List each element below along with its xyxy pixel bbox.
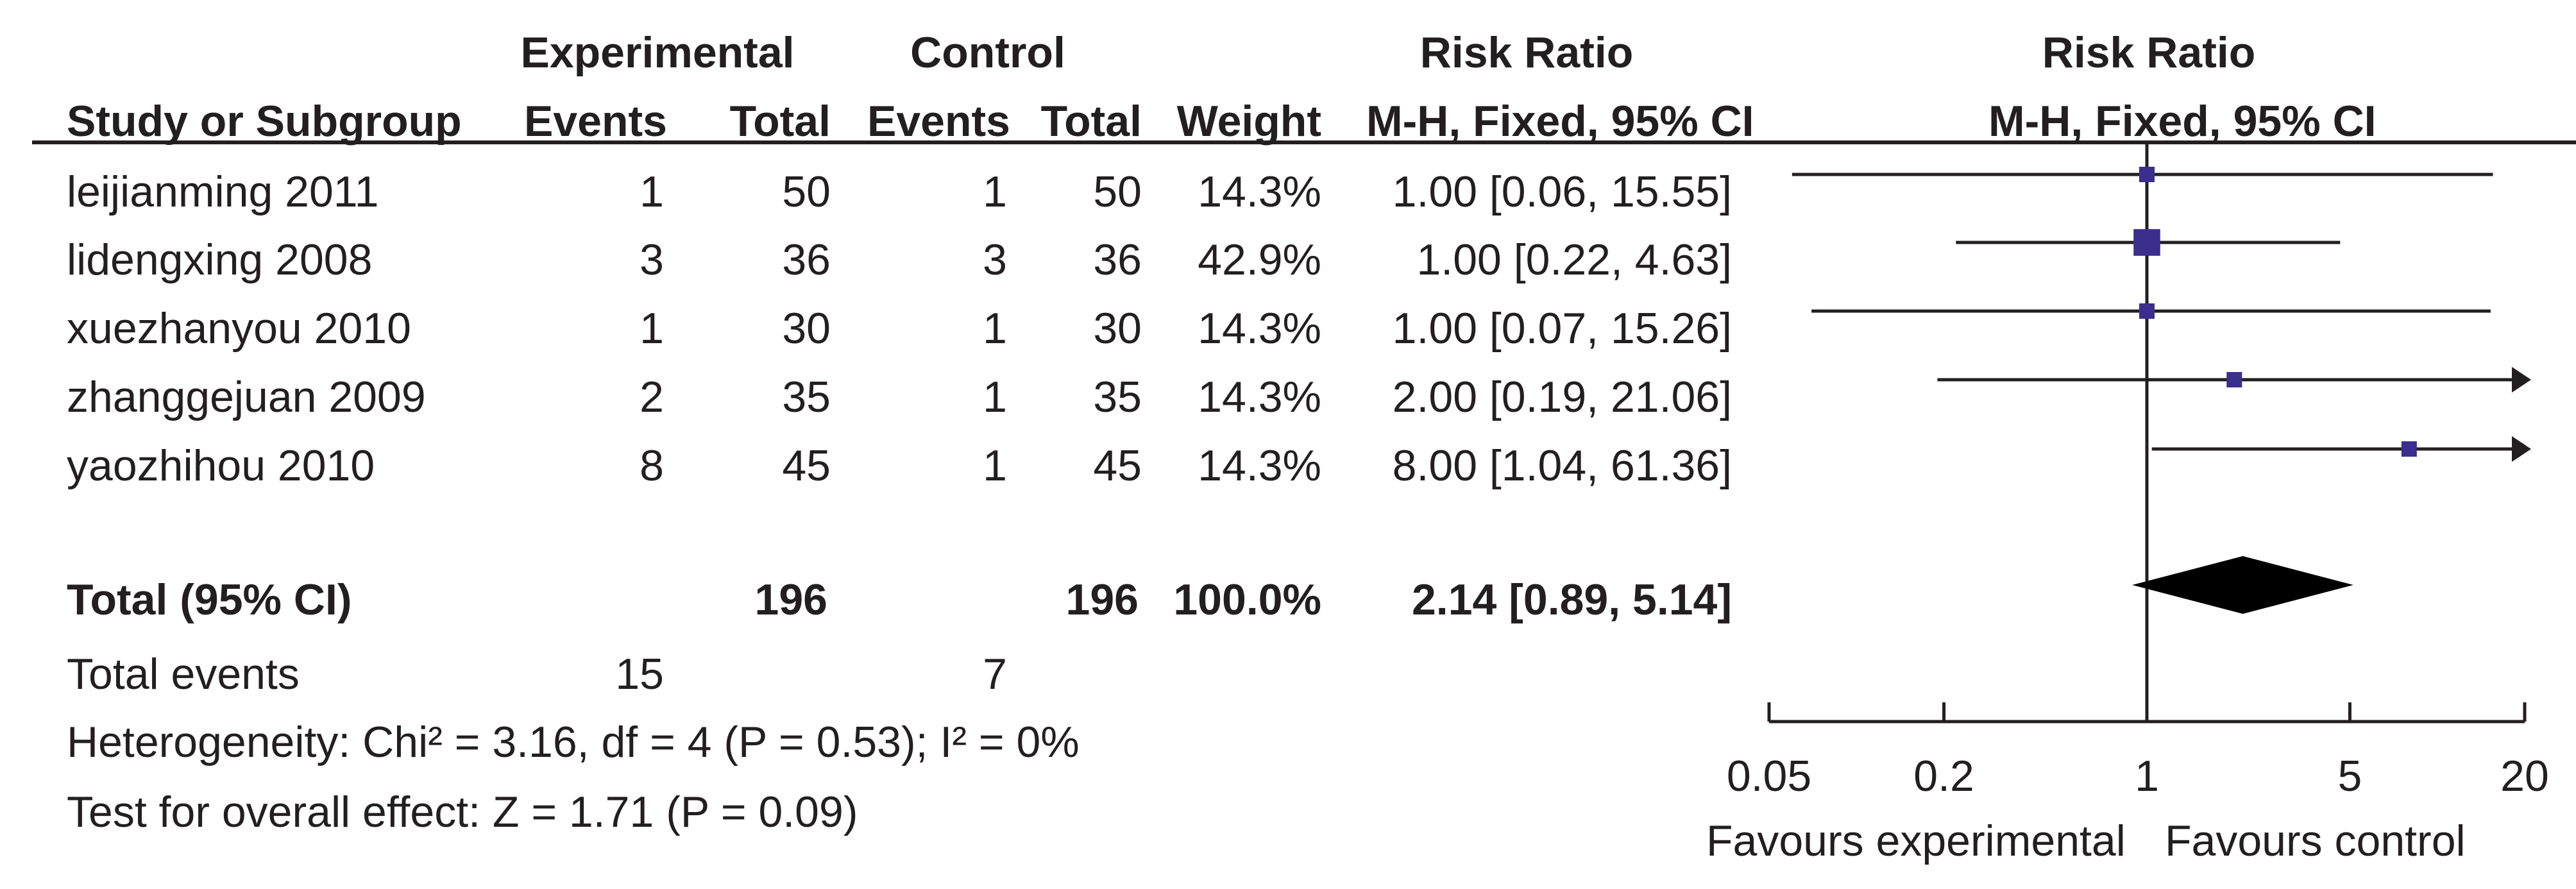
ctl-events: 1 bbox=[983, 373, 1007, 421]
study-marker bbox=[2401, 441, 2417, 457]
x-tick-label: 5 bbox=[2338, 752, 2362, 800]
x-tick-label: 0.2 bbox=[1913, 752, 1974, 800]
total-events-exp: 15 bbox=[615, 650, 664, 698]
experimental-header: Experimental bbox=[520, 28, 795, 77]
study-name: xuezhanyou 2010 bbox=[67, 304, 411, 353]
total-label: Total (95% CI) bbox=[67, 575, 352, 624]
ci-cell: 8.00 [1.04, 61.36] bbox=[1392, 441, 1732, 490]
exp-events: 8 bbox=[640, 441, 664, 490]
x-tick-label: 1 bbox=[2135, 752, 2159, 800]
weight-cell: 42.9% bbox=[1198, 235, 1321, 284]
study-header: Study or Subgroup bbox=[67, 97, 462, 146]
weight-cell: 14.3% bbox=[1198, 373, 1321, 421]
ctl-events: 1 bbox=[983, 304, 1007, 353]
risk-ratio-plot-header: Risk Ratio bbox=[2042, 28, 2256, 77]
total-weight: 100.0% bbox=[1173, 575, 1321, 624]
study-marker bbox=[2139, 303, 2155, 319]
exp-events: 1 bbox=[640, 304, 664, 353]
x-tick-label: 0.05 bbox=[1727, 752, 1811, 800]
ci-cell: 2.00 [0.19, 21.06] bbox=[1392, 373, 1732, 421]
heterogeneity-text: Heterogeneity: Chi² = 3.16, df = 4 (P = … bbox=[67, 718, 1080, 766]
ctl-total: 35 bbox=[1093, 373, 1142, 421]
x-tick-label: 20 bbox=[2500, 752, 2549, 800]
exp-events: 1 bbox=[640, 167, 664, 216]
study-name: leijianming 2011 bbox=[67, 167, 379, 216]
weight-cell: 14.3% bbox=[1198, 441, 1321, 490]
total-ctl: 196 bbox=[1065, 575, 1139, 624]
total-exp-header: Total bbox=[729, 97, 831, 146]
exp-total: 35 bbox=[782, 373, 831, 421]
study-marker bbox=[2139, 167, 2155, 182]
ci-arrow bbox=[2512, 367, 2531, 393]
ci-cell: 1.00 [0.22, 4.63] bbox=[1416, 235, 1732, 284]
pooled-diamond bbox=[2132, 556, 2353, 614]
study-marker bbox=[2133, 229, 2160, 256]
events-exp-header: Events bbox=[524, 97, 667, 146]
exp-events: 3 bbox=[640, 235, 664, 284]
ci-cell: 1.00 [0.06, 15.55] bbox=[1392, 167, 1732, 216]
weight-cell: 14.3% bbox=[1198, 304, 1321, 353]
overall-effect-text: Test for overall effect: Z = 1.71 (P = 0… bbox=[67, 788, 858, 836]
favours-control-label: Favours control bbox=[2165, 817, 2466, 865]
ci-cell: 1.00 [0.07, 15.26] bbox=[1392, 304, 1732, 353]
total-ci: 2.14 [0.89, 5.14] bbox=[1411, 575, 1732, 624]
study-name: zhanggejuan 2009 bbox=[67, 373, 426, 421]
total-events-ctl: 7 bbox=[983, 650, 1007, 698]
weight-header: Weight bbox=[1176, 97, 1321, 146]
exp-total: 50 bbox=[782, 167, 831, 216]
total-events-label: Total events bbox=[67, 650, 300, 698]
control-header: Control bbox=[910, 28, 1065, 77]
ctl-events: 1 bbox=[983, 167, 1007, 216]
ctl-total: 30 bbox=[1093, 304, 1142, 353]
total-exp: 196 bbox=[754, 575, 827, 624]
ctl-events: 1 bbox=[983, 441, 1007, 490]
exp-events: 2 bbox=[640, 373, 664, 421]
study-marker bbox=[2226, 372, 2242, 387]
study-name: lidengxing 2008 bbox=[67, 235, 373, 284]
favours-experimental-label: Favours experimental bbox=[1706, 817, 2126, 865]
ctl-total: 45 bbox=[1093, 441, 1142, 490]
total-ctl-header: Total bbox=[1040, 97, 1142, 146]
study-name: yaozhihou 2010 bbox=[67, 441, 375, 490]
events-ctl-header: Events bbox=[867, 97, 1010, 146]
ctl-total: 36 bbox=[1093, 235, 1142, 284]
exp-total: 30 bbox=[782, 304, 831, 353]
ci-arrow bbox=[2512, 436, 2531, 462]
risk-ratio-table-header: Risk Ratio bbox=[1419, 28, 1634, 77]
exp-total: 45 bbox=[782, 441, 831, 490]
ctl-total: 50 bbox=[1093, 167, 1142, 216]
weight-cell: 14.3% bbox=[1198, 167, 1321, 216]
ctl-events: 3 bbox=[983, 235, 1007, 284]
exp-total: 36 bbox=[782, 235, 831, 284]
